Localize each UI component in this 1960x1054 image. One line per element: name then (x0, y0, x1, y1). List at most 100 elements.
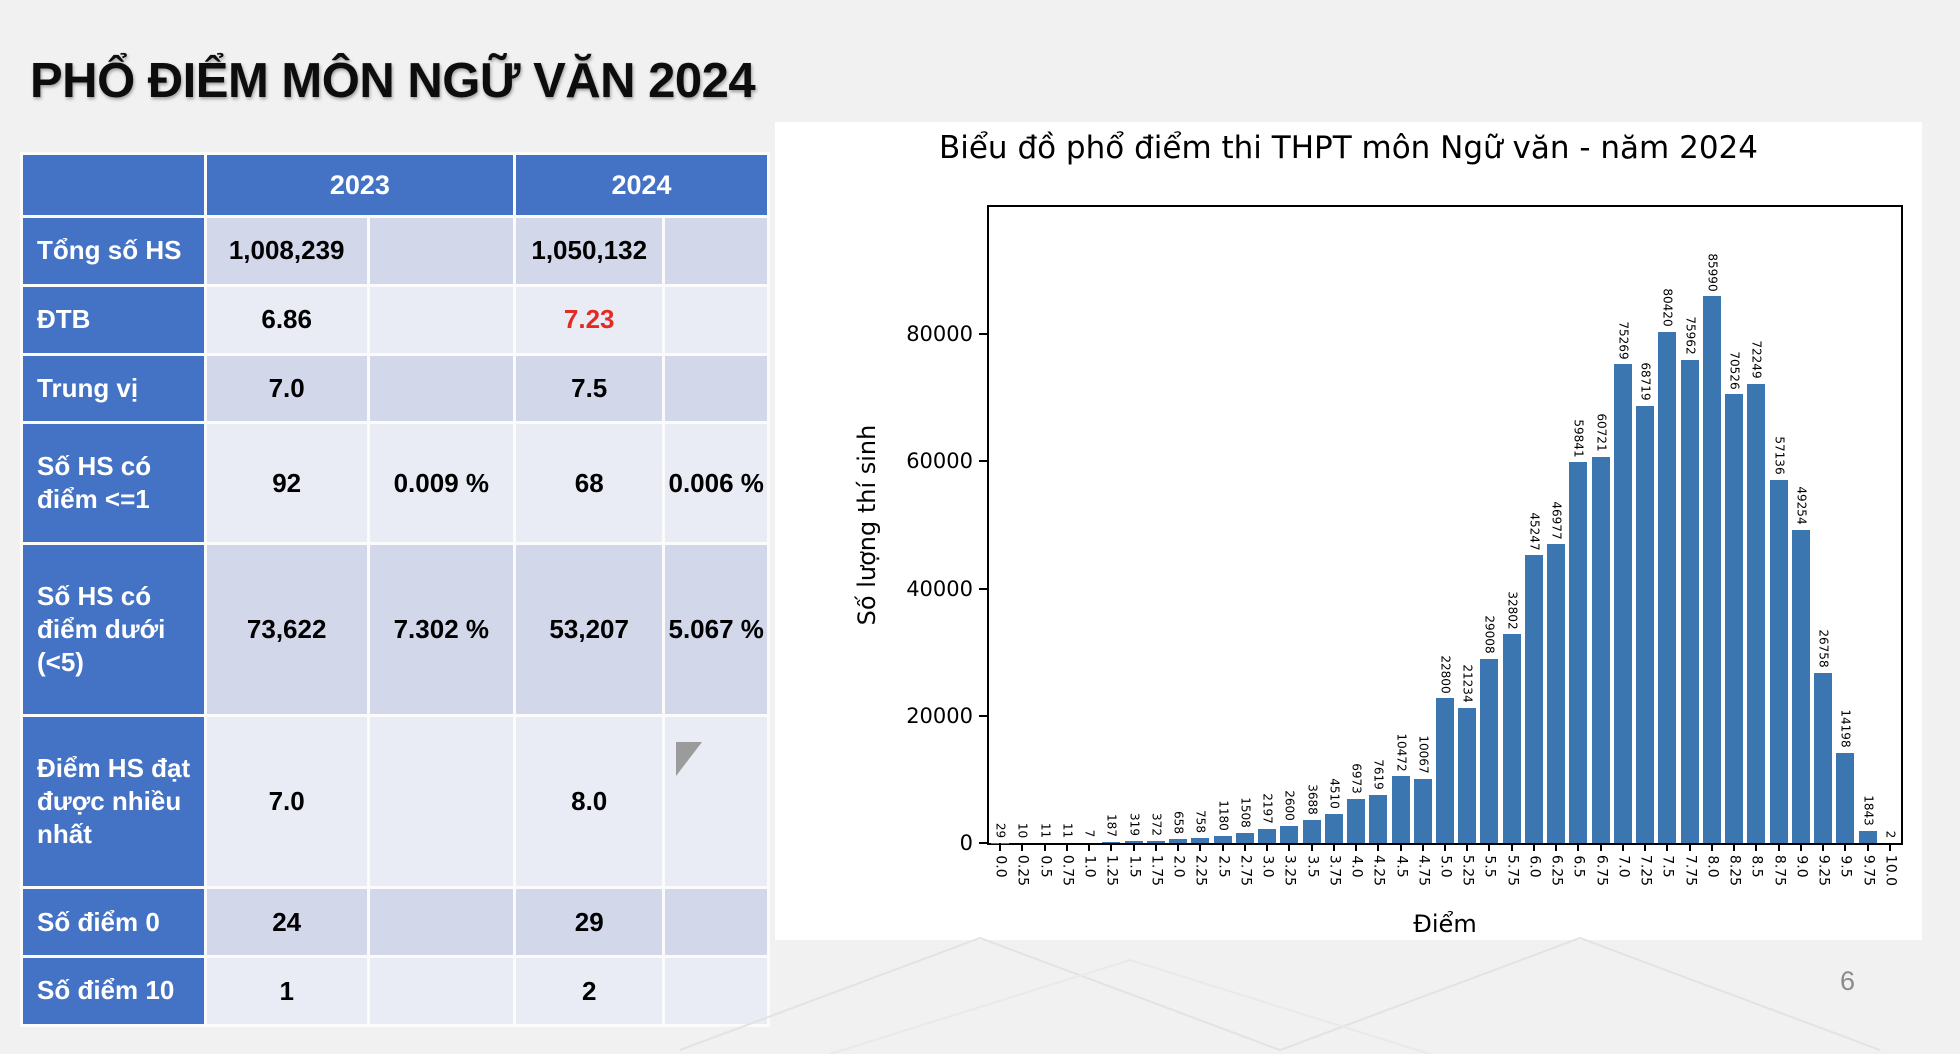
x-tick-mark (1666, 843, 1669, 851)
bar-value-label: 21234 (1460, 664, 1475, 704)
bar-value-label: 6973 (1349, 762, 1364, 794)
value-cell: 68 (512, 421, 666, 545)
bar (1146, 840, 1165, 843)
chart-panel: Biểu đồ phổ điểm thi THPT môn Ngữ văn - … (775, 122, 1922, 940)
bar-value-label: 11 (1060, 822, 1075, 839)
bar-value-label: 26758 (1816, 629, 1831, 668)
row-label: Trung vị (20, 352, 207, 425)
bar-value-label: 187 (1104, 813, 1119, 837)
bar-value-label: 10 (1015, 822, 1030, 839)
bar-value-label: 2 (1883, 830, 1898, 838)
x-tick-mark (1132, 843, 1135, 851)
x-tick-label: 3.0 (1259, 854, 1276, 878)
bar (1280, 826, 1299, 843)
bar-value-label: 80420 (1660, 288, 1675, 327)
bar (1836, 752, 1855, 843)
value-cell (662, 955, 770, 1027)
bar-value-label: 29 (993, 822, 1008, 838)
bar (1814, 672, 1833, 843)
row-label: Số HS có điểm dưới (<5) (20, 541, 207, 718)
x-tick-mark (1644, 843, 1647, 851)
row-label: Tổng số HS (20, 215, 207, 287)
x-tick-mark (1332, 843, 1335, 851)
bar (1858, 831, 1877, 843)
x-axis-label: Điểm (1413, 910, 1477, 938)
y-tick-mark (979, 714, 987, 717)
bar (1613, 364, 1632, 843)
bar (1458, 707, 1477, 843)
x-tick-mark (1733, 843, 1736, 851)
bar (1747, 383, 1766, 843)
bar-value-label: 4510 (1327, 778, 1342, 810)
bar (1524, 555, 1543, 843)
table-corner-cell (20, 152, 207, 218)
bar-value-label: 68719 (1638, 362, 1653, 402)
x-tick-label: 1.25 (1103, 854, 1120, 887)
value-cell: 1,050,132 (512, 215, 666, 287)
x-tick-mark (1288, 843, 1291, 851)
bar-value-label: 7619 (1371, 758, 1386, 790)
x-tick-mark (999, 843, 1002, 851)
value-cell: 8.0 (512, 714, 666, 890)
x-tick-label: 8.0 (1704, 854, 1721, 878)
x-tick-mark (1266, 843, 1269, 851)
x-tick-label: 5.75 (1504, 854, 1521, 887)
bar (1391, 776, 1410, 843)
x-tick-mark (1088, 843, 1091, 851)
x-tick-mark (1199, 843, 1202, 851)
bar (1791, 529, 1810, 843)
x-tick-mark (1621, 843, 1624, 851)
value-cell (366, 955, 517, 1027)
bar-value-label: 1843 (1861, 795, 1876, 827)
x-tick-mark (1310, 843, 1313, 851)
value-cell (662, 283, 770, 356)
value-cell: 7.0 (203, 714, 370, 890)
stats-table: 2023 2024 Tổng số HS 1,008,239 1,050,132 ĐT… (20, 152, 770, 1027)
x-tick-mark (1466, 843, 1469, 851)
x-tick-mark (1021, 843, 1024, 851)
bar-value-label: 29008 (1482, 615, 1497, 654)
value-cell: 0.009 % (366, 421, 517, 545)
bar (1124, 840, 1143, 843)
x-tick-label: 7.75 (1682, 854, 1699, 887)
x-tick-label: 7.25 (1637, 854, 1654, 887)
slide-title: PHỔ ĐIỂM MÔN NGỮ VĂN 2024 (30, 53, 756, 108)
bar (1436, 698, 1454, 843)
x-tick-mark (1177, 843, 1180, 851)
bar-value-label: 60721 (1594, 413, 1609, 452)
y-tick-mark (979, 587, 987, 590)
x-tick-label: 6.5 (1570, 854, 1587, 878)
x-tick-label: 5.5 (1481, 854, 1498, 878)
x-tick-label: 1.75 (1148, 854, 1165, 887)
bar-value-label: 49254 (1794, 486, 1809, 525)
x-tick-mark (1043, 843, 1046, 851)
table-row: Điểm HS đạt được nhiều nhất 7.0 8.0 (20, 714, 770, 890)
table-row: Tổng số HS 1,008,239 1,050,132 (20, 215, 770, 287)
bar (1547, 544, 1566, 843)
bar-value-label: 758 (1193, 810, 1208, 834)
bar-value-label: 57136 (1772, 436, 1787, 475)
bar-value-label: 72249 (1749, 340, 1764, 379)
bar-value-label: 7 (1082, 830, 1097, 838)
x-tick-mark (1154, 843, 1157, 851)
value-cell (366, 352, 517, 425)
row-label: Số điểm 0 (20, 886, 207, 959)
x-tick-mark (1755, 843, 1758, 851)
bar-value-label: 22800 (1438, 654, 1453, 694)
bar-value-label: 75269 (1616, 321, 1631, 360)
bar (1347, 798, 1366, 843)
bar (1258, 829, 1277, 843)
x-tick-mark (1599, 843, 1602, 851)
table-row: Trung vị 7.0 7.5 (20, 352, 770, 425)
x-tick-label: 5.0 (1437, 854, 1454, 878)
bar-value-label: 45247 (1527, 512, 1542, 551)
bar (1591, 456, 1610, 843)
value-cell: 7.0 (203, 352, 370, 425)
value-cell: 1,008,239 (203, 215, 370, 287)
x-tick-mark (1888, 843, 1891, 851)
x-tick-label: 3.25 (1281, 854, 1298, 887)
x-tick-mark (1510, 843, 1513, 851)
x-tick-label: 9.5 (1837, 854, 1854, 878)
row-label: Số HS có điểm <=1 (20, 421, 207, 545)
bar-value-label: 1508 (1238, 797, 1253, 829)
